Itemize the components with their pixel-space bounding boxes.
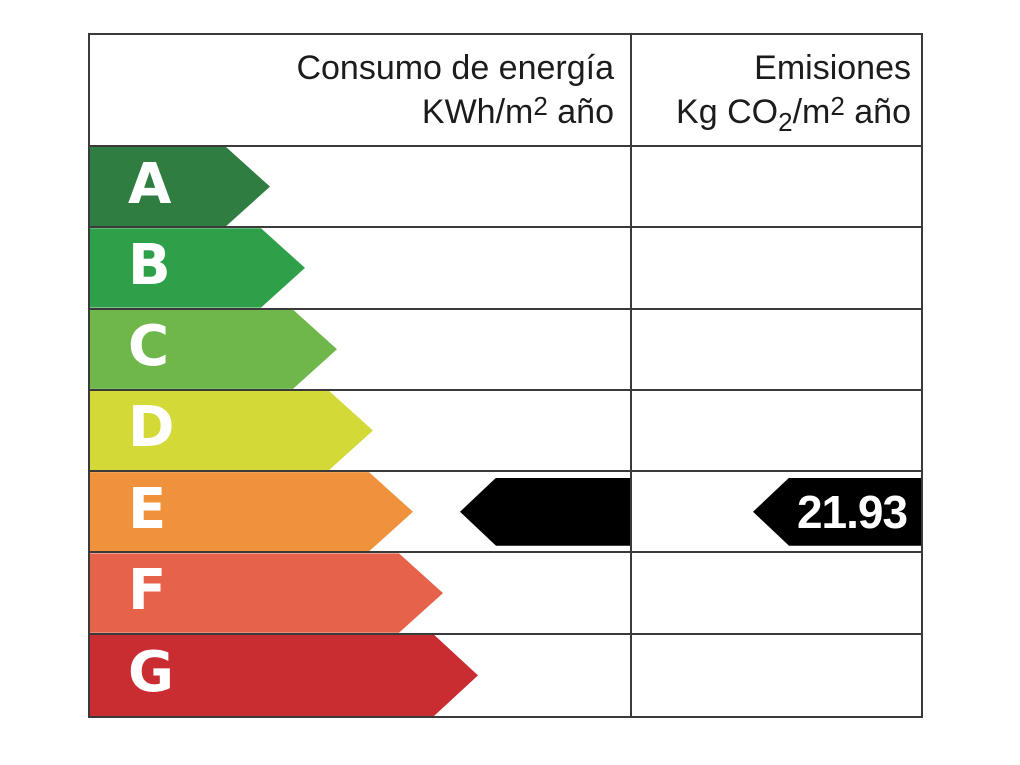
rating-letter-c: C — [128, 314, 170, 380]
rating-row-a-consumption: A — [90, 147, 632, 229]
rating-row-e-emissions: 21.93 — [632, 472, 921, 554]
rating-letter-f: F — [128, 558, 167, 624]
rating-row-d-consumption: D — [90, 390, 632, 473]
rating-row-e-consumption: E — [90, 472, 632, 554]
emissions-marker-arrow: 21.93 — [753, 477, 921, 546]
rating-letter-g: G — [128, 640, 174, 706]
consumption-header-title: Consumo de energía — [296, 49, 614, 87]
rating-row-f-consumption: F — [90, 553, 632, 635]
consumption-header-unit: KWh/m2 año — [421, 91, 614, 131]
rating-letter-a: A — [128, 151, 172, 217]
rating-row-c-emissions — [632, 310, 921, 391]
rating-arrow-a: A — [90, 147, 270, 226]
rating-arrow-g: G — [90, 635, 478, 716]
emissions-column-header: Emisiones Kg CO2/m2 año — [632, 35, 921, 147]
rating-row-b-emissions — [632, 228, 921, 310]
consumption-column-header: Consumo de energía KWh/m2 año — [90, 35, 632, 147]
rating-arrow-d: D — [90, 391, 373, 470]
energy-rating-table: Consumo de energía KWh/m2 año Emisiones … — [88, 33, 923, 718]
rating-row-a-emissions — [632, 147, 921, 229]
rating-row-f-emissions — [632, 553, 921, 635]
emissions-marker-value: 21.93 — [796, 485, 908, 538]
rating-letter-e: E — [128, 476, 167, 542]
rating-arrow-b: B — [90, 228, 305, 307]
emissions-header-unit: Kg CO2/m2 año — [676, 91, 911, 137]
rating-arrow-c: C — [90, 310, 337, 389]
rating-row-b-consumption: B — [90, 228, 632, 310]
rating-row-c-consumption: C — [90, 309, 632, 391]
rating-arrow-e: E — [90, 472, 413, 551]
rating-row-g-consumption: G — [90, 634, 632, 716]
rating-letter-d: D — [128, 395, 175, 461]
emissions-header-title: Emisiones — [754, 49, 911, 87]
rating-row-g-emissions — [632, 635, 921, 716]
consumption-marker-arrow — [460, 477, 630, 546]
rating-row-d-emissions — [632, 391, 921, 473]
rating-letter-b: B — [128, 232, 171, 298]
rating-arrow-f: F — [90, 553, 443, 632]
